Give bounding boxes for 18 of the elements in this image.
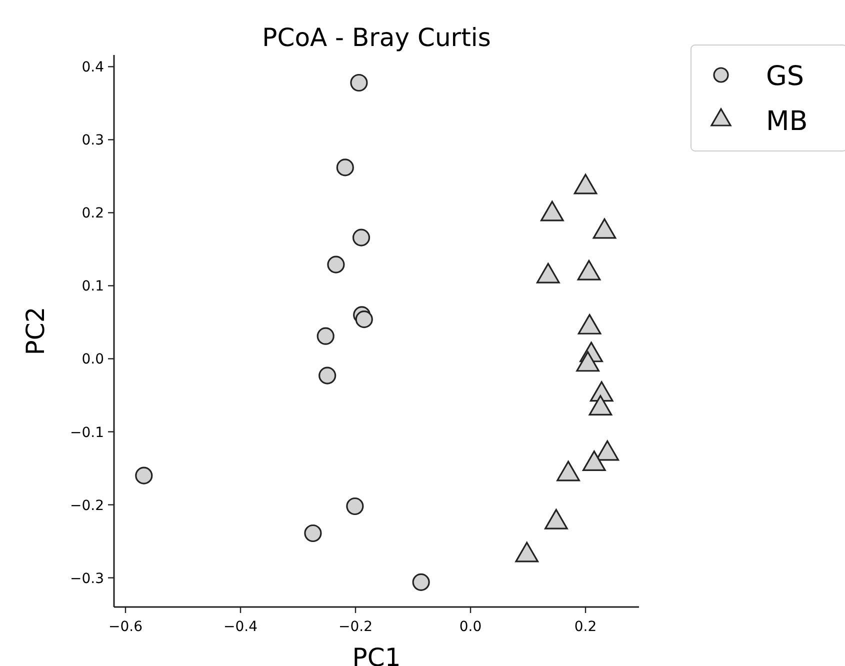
y-tick-label: −0.2 bbox=[70, 498, 104, 514]
y-tick-label: 0.1 bbox=[82, 278, 104, 295]
x-tick-label: −0.6 bbox=[108, 619, 143, 635]
y-tick-label: 0.4 bbox=[82, 60, 104, 76]
x-axis-title: PC1 bbox=[352, 643, 401, 666]
y-tick-label: 0.0 bbox=[82, 352, 104, 368]
legend-label: GS bbox=[766, 61, 804, 92]
x-tick-label: −0.4 bbox=[224, 619, 258, 635]
x-tick-label: 0.0 bbox=[459, 619, 482, 635]
y-tick-label: 0.2 bbox=[82, 206, 104, 222]
chart-title: PCoA - Bray Curtis bbox=[262, 23, 491, 52]
y-axis-title: PC2 bbox=[21, 306, 50, 356]
legend-label: MB bbox=[766, 106, 808, 137]
x-tick-label: −0.2 bbox=[338, 619, 373, 635]
y-tick-label: −0.1 bbox=[70, 424, 104, 441]
y-tick-label: −0.3 bbox=[70, 570, 104, 587]
x-tick-label: 0.2 bbox=[574, 619, 597, 635]
y-tick-label: 0.3 bbox=[82, 132, 104, 149]
